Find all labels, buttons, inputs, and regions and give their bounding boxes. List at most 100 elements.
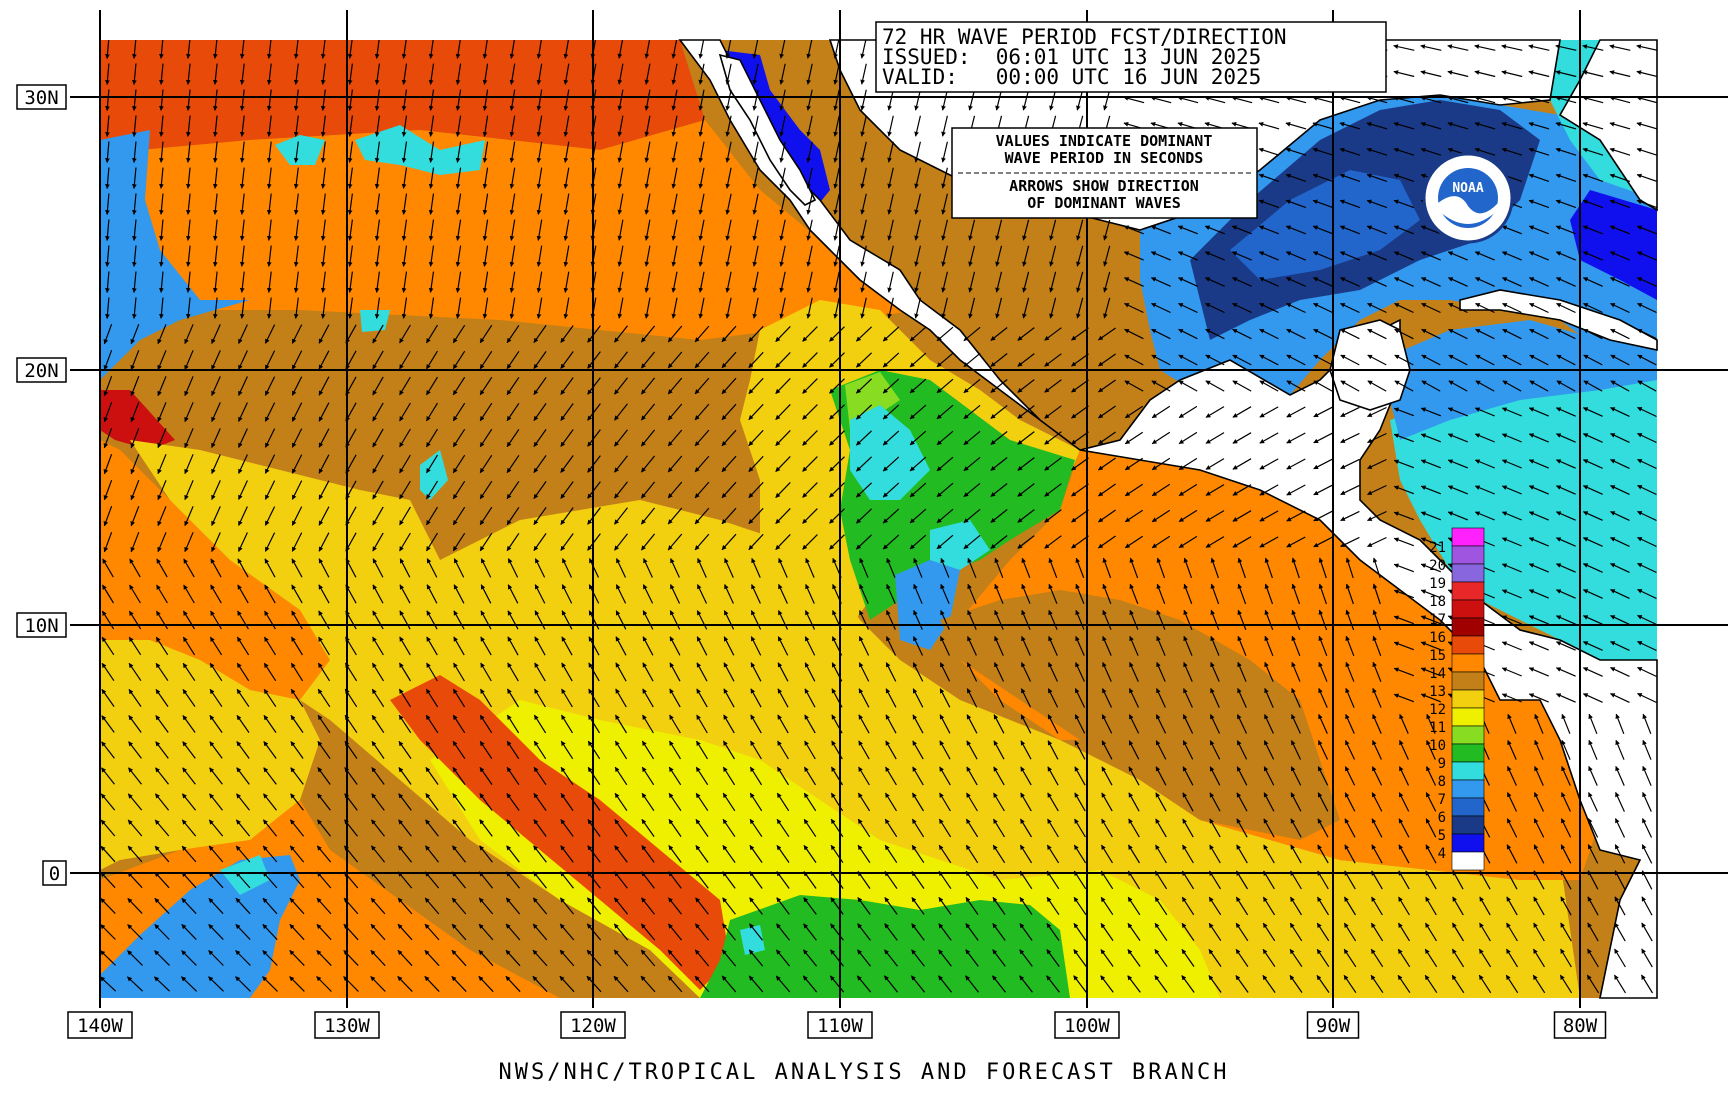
legend-swatch [1451,797,1485,817]
direction-arrow [1285,173,1307,182]
direction-arrow [752,219,759,241]
direction-arrow [914,167,921,189]
zone-cyan-south [740,925,765,955]
direction-arrow [968,245,976,267]
noaa-logo-text: NOAA [1452,181,1483,196]
zone-green-south [700,895,1070,998]
direction-arrow [1555,44,1577,51]
direction-arrow [725,167,732,189]
direction-arrow [266,141,272,163]
direction-arrow [644,40,651,59]
direction-arrow [239,167,245,189]
lat-label: 10N [16,612,67,638]
legend-swatch [1451,725,1485,745]
direction-arrow [509,115,516,137]
legend-swatch [1451,761,1485,781]
direction-arrow [779,193,786,215]
direction-arrow [1339,147,1361,156]
direction-arrow [212,245,218,267]
direction-arrow [185,89,191,111]
direction-arrow [1312,199,1334,209]
direction-arrow [698,271,705,293]
legend-swatch [1451,689,1485,709]
direction-arrow [1501,121,1523,130]
direction-arrow [887,193,894,215]
direction-arrow [1177,225,1199,235]
direction-arrow [320,245,326,267]
direction-arrow [347,193,353,215]
direction-arrow [482,63,489,85]
lon-label: 120W [560,1011,626,1039]
direction-arrow [1636,173,1657,182]
direction-arrow [132,40,137,59]
direction-arrow [401,167,408,189]
direction-arrow [1366,251,1387,261]
direction-arrow [698,297,705,319]
direction-arrow [293,219,299,241]
direction-arrow [1420,251,1441,261]
direction-arrow [1103,219,1111,241]
direction-arrow [1528,251,1549,261]
direction-arrow [1022,219,1030,241]
direction-arrow [374,141,380,163]
direction-arrow [833,63,840,85]
zone-red-west [100,390,175,450]
direction-arrow [1528,121,1550,130]
direction-arrow [806,219,813,241]
direction-arrow [482,167,489,189]
direction-arrow [159,40,164,59]
direction-arrow [425,324,439,344]
direction-arrow [239,89,245,111]
zone-yellow-west [100,640,320,870]
direction-arrow [1312,225,1334,235]
direction-arrow [428,271,435,293]
direction-arrow [238,324,248,344]
direction-arrow [1258,251,1279,261]
direction-arrow [536,193,543,215]
direction-arrow [105,297,110,319]
direction-arrow [968,271,976,293]
note-line-3: ARROWS SHOW DIRECTION [1009,177,1199,195]
direction-arrow [1583,302,1603,314]
direction-arrow [1285,147,1307,156]
direction-arrow [806,40,813,59]
direction-arrow [347,167,353,189]
direction-arrow [1231,96,1253,104]
direction-arrow [833,141,840,163]
direction-arrow [806,271,813,293]
direction-arrow [347,115,353,137]
direction-arrow [563,297,570,319]
direction-arrow [860,193,867,215]
direction-arrow [995,219,1003,241]
direction-arrow [455,219,462,241]
direction-arrow [428,219,435,241]
direction-arrow [725,271,732,293]
direction-arrow [563,40,569,59]
direction-arrow [266,245,272,267]
legend-label: 20 [1429,558,1446,574]
direction-arrow [1582,96,1604,104]
direction-arrow [1637,302,1657,314]
direction-arrow [1366,121,1388,130]
direction-arrow [1339,251,1360,261]
direction-arrow [617,245,624,267]
direction-arrow [1150,225,1172,235]
direction-arrow [671,89,678,111]
direction-arrow [1393,199,1415,209]
direction-arrow [455,193,462,215]
direction-arrow [1366,225,1388,235]
direction-arrow [725,219,732,241]
direction-arrow [941,245,948,267]
note-box: VALUES INDICATE DOMINANT WAVE PERIOD IN … [951,127,1258,219]
direction-arrow [1474,251,1495,261]
lon-label-text: 90W [1316,1015,1351,1037]
direction-arrow [374,63,380,85]
direction-arrow [1124,302,1144,314]
direction-arrow [455,297,462,319]
direction-arrow [132,297,137,319]
direction-arrow [1367,302,1387,314]
direction-arrow [1150,96,1172,104]
lon-label-text: 110W [817,1015,863,1037]
direction-arrow [1049,297,1057,319]
direction-arrow [1312,121,1334,130]
